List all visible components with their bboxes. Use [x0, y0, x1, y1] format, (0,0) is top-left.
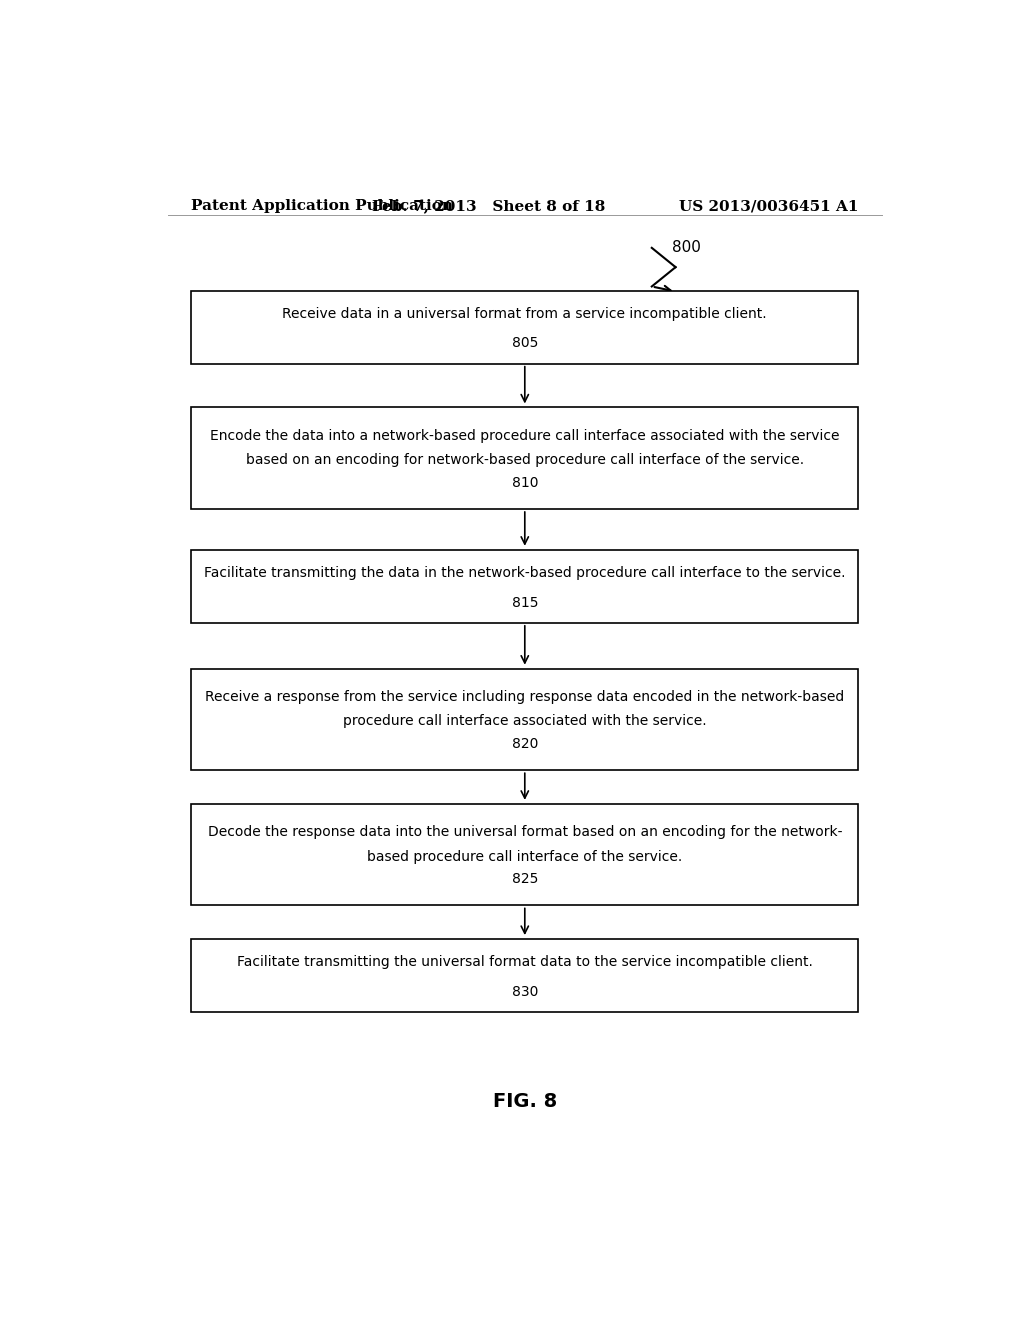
Bar	[191, 669, 858, 771]
Text: Facilitate transmitting the data in the network-based procedure call interface t: Facilitate transmitting the data in the …	[204, 566, 846, 579]
Text: Patent Application Publication: Patent Application Publication	[191, 199, 454, 213]
Text: FIG. 8: FIG. 8	[493, 1092, 557, 1111]
Text: Receive data in a universal format from a service incompatible client.: Receive data in a universal format from …	[283, 308, 767, 321]
Text: Facilitate transmitting the universal format data to the service incompatible cl: Facilitate transmitting the universal fo…	[237, 956, 813, 969]
Text: US 2013/0036451 A1: US 2013/0036451 A1	[679, 199, 858, 213]
Text: 815: 815	[512, 595, 538, 610]
Text: Receive a response from the service including response data encoded in the netwo: Receive a response from the service incl…	[205, 690, 845, 704]
Text: 820: 820	[512, 737, 538, 751]
Bar	[191, 939, 858, 1012]
Bar	[191, 804, 858, 906]
Text: procedure call interface associated with the service.: procedure call interface associated with…	[343, 714, 707, 729]
Text: 825: 825	[512, 873, 538, 886]
Text: 810: 810	[512, 475, 538, 490]
Bar	[191, 549, 858, 623]
Bar	[191, 290, 858, 364]
Text: Decode the response data into the universal format based on an encoding for the : Decode the response data into the univer…	[208, 825, 842, 840]
Text: based on an encoding for network-based procedure call interface of the service.: based on an encoding for network-based p…	[246, 453, 804, 467]
Text: 805: 805	[512, 337, 538, 350]
Text: 800: 800	[672, 240, 700, 255]
Text: Feb. 7, 2013   Sheet 8 of 18: Feb. 7, 2013 Sheet 8 of 18	[373, 199, 606, 213]
Text: 830: 830	[512, 985, 538, 999]
Bar	[191, 408, 858, 510]
Text: Encode the data into a network-based procedure call interface associated with th: Encode the data into a network-based pro…	[210, 429, 840, 444]
Text: based procedure call interface of the service.: based procedure call interface of the se…	[368, 850, 682, 863]
